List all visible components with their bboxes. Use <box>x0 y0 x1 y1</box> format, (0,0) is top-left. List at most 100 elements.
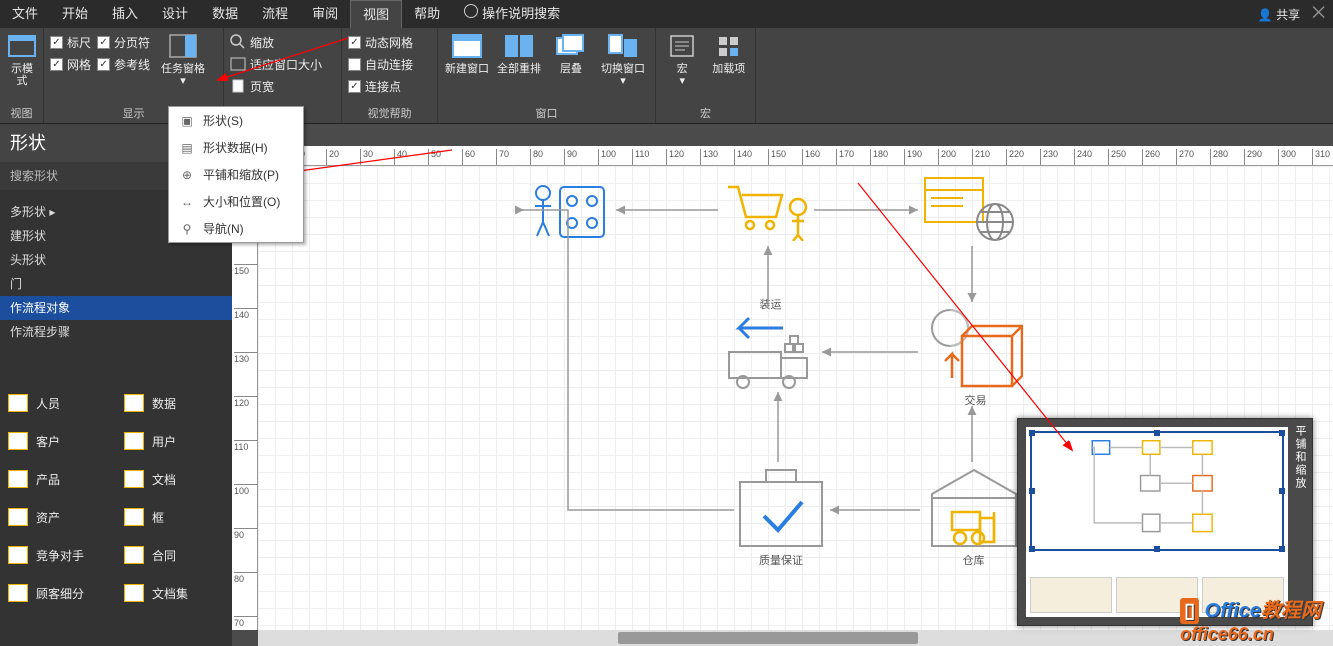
switch-window-button[interactable]: 切换窗口▾ <box>600 32 646 87</box>
dropdown-shapedata[interactable]: ▤形状数据(H) <box>169 134 303 161</box>
page-width-button[interactable]: 页宽 <box>230 76 322 96</box>
taskpane-dropdown: ▣形状(S) ▤形状数据(H) ⊕平铺和缩放(P) ↔大小和位置(O) ⚲导航(… <box>168 106 304 243</box>
group-window: 新建窗口 全部重排 层叠 切换窗口▾ 窗口 <box>438 28 656 123</box>
shape-contract[interactable]: 合同 <box>116 536 232 574</box>
group-views: 示模式 视图 <box>0 28 44 123</box>
contract-icon <box>124 546 144 564</box>
document-icon <box>124 470 144 488</box>
stencil-item[interactable]: 作流程步骤 <box>0 320 232 344</box>
arrange-all-button[interactable]: 全部重排 <box>496 32 542 75</box>
shape-user[interactable]: 用户 <box>116 422 232 460</box>
group-window-label: 窗口 <box>444 103 649 121</box>
data-icon: ▤ <box>179 140 195 156</box>
dropdown-panzoom[interactable]: ⊕平铺和缩放(P) <box>169 161 303 188</box>
person-icon <box>8 394 28 412</box>
sizepos-icon: ↔ <box>179 194 195 210</box>
cascade-button[interactable]: 层叠 <box>548 32 594 75</box>
collapse-ribbon-icon[interactable]: ⨉ <box>1312 5 1325 23</box>
shape-customer[interactable]: 客户 <box>0 422 116 460</box>
tab-view[interactable]: 视图 <box>350 0 402 28</box>
tellme-label: 操作说明搜索 <box>482 6 560 21</box>
custseg-icon <box>8 584 28 602</box>
panzoom-mini-diagram <box>1032 433 1282 549</box>
shape-custseg[interactable]: 顾客细分 <box>0 574 116 612</box>
fit-window-button[interactable]: 适应窗口大小 <box>230 54 322 74</box>
chk-grid[interactable]: ✓网格 <box>50 54 91 74</box>
diagram-cart[interactable] <box>726 181 816 241</box>
panzoom-preview[interactable] <box>1026 427 1288 617</box>
warehouse-label: 仓库 <box>926 552 1021 568</box>
menu-tabbar: 文件 开始 插入 设计 数据 流程 审阅 视图 帮助 操作说明搜索 👤 共享 ⨉ <box>0 0 1333 28</box>
diagram-website[interactable] <box>923 176 1018 244</box>
shape-frame[interactable]: 框 <box>116 498 232 536</box>
presentation-mode-button[interactable]: 示模式 <box>6 32 38 87</box>
panzoom-icon: ⊕ <box>179 167 195 183</box>
chk-autoconnect[interactable]: 自动连接 <box>348 54 413 74</box>
new-window-button[interactable]: 新建窗口 <box>444 32 490 75</box>
tab-file[interactable]: 文件 <box>0 0 50 28</box>
stencil-item[interactable]: 门 <box>0 272 232 296</box>
chk-pagebreak[interactable]: ✓分页符 <box>97 32 150 52</box>
shipping-label: 装运 <box>723 296 818 312</box>
chk-ruler[interactable]: ✓标尺 <box>50 32 91 52</box>
shape-docset[interactable]: 文档集 <box>116 574 232 612</box>
customer-icon <box>8 432 28 450</box>
chk-dyngrid[interactable]: ✓动态网格 <box>348 32 413 52</box>
horizontal-ruler: 0102030405060708090100110120130140150160… <box>258 146 1333 166</box>
asset-icon <box>8 508 28 526</box>
data-shape-icon <box>124 394 144 412</box>
chk-connpoint[interactable]: ✓连接点 <box>348 76 413 96</box>
tab-insert[interactable]: 插入 <box>100 0 150 28</box>
nav-icon: ⚲ <box>179 221 195 237</box>
diagram-shipping[interactable]: 装运 <box>723 314 818 404</box>
shape-competitor[interactable]: 竞争对手 <box>0 536 116 574</box>
bulb-icon <box>464 4 478 18</box>
shape-asset[interactable]: 资产 <box>0 498 116 536</box>
transaction-label: 交易 <box>928 392 1023 408</box>
addins-button[interactable]: 加载项 <box>709 32 750 75</box>
zoom-button[interactable]: 缩放 <box>230 32 322 52</box>
dropdown-sizepos[interactable]: ↔大小和位置(O) <box>169 188 303 215</box>
qa-label: 质量保证 <box>736 552 826 568</box>
tab-review[interactable]: 审阅 <box>300 0 350 28</box>
diagram-customers[interactable] <box>528 181 608 241</box>
diagram-qa[interactable]: 质量保证 <box>736 464 826 564</box>
scrollbar-thumb[interactable] <box>618 632 918 644</box>
tab-process[interactable]: 流程 <box>250 0 300 28</box>
shape-data[interactable]: 数据 <box>116 384 232 422</box>
tab-tellme[interactable]: 操作说明搜索 <box>452 0 572 28</box>
tab-data[interactable]: 数据 <box>200 0 250 28</box>
stencil-item-selected[interactable]: 作流程对象 <box>0 296 232 320</box>
competitor-icon <box>8 546 28 564</box>
product-icon <box>8 470 28 488</box>
group-macro-label: 宏 <box>662 103 749 121</box>
shape-document[interactable]: 文档 <box>116 460 232 498</box>
frame-icon <box>124 508 144 526</box>
diagram-warehouse[interactable]: 仓库 <box>926 464 1021 564</box>
page-thumb[interactable] <box>1030 577 1112 613</box>
group-visualhelp-label: 视觉帮助 <box>348 103 431 121</box>
docset-icon <box>124 584 144 602</box>
group-macro: 宏▾ 加载项 宏 <box>656 28 756 123</box>
shape-gallery: 人员 数据 客户 用户 产品 文档 资产 框 竞争对手 合同 顾客细分 文档集 <box>0 384 232 612</box>
macro-button[interactable]: 宏▾ <box>662 32 703 87</box>
horizontal-scrollbar[interactable] <box>258 630 1333 646</box>
group-views-label: 视图 <box>6 103 37 121</box>
user-icon <box>124 432 144 450</box>
watermark: ▯ Office教程网 office66.cn <box>1180 594 1321 646</box>
share-button[interactable]: 👤 共享 <box>1258 6 1300 23</box>
stencil-item[interactable]: 头形状 <box>0 248 232 272</box>
panzoom-viewport[interactable] <box>1030 431 1284 551</box>
taskpane-button[interactable]: 任务窗格▾ <box>160 32 206 87</box>
dropdown-nav[interactable]: ⚲导航(N) <box>169 215 303 242</box>
shape-product[interactable]: 产品 <box>0 460 116 498</box>
tab-help[interactable]: 帮助 <box>402 0 452 28</box>
group-visual-help: ✓动态网格 自动连接 ✓连接点 视觉帮助 <box>342 28 438 123</box>
diagram-transaction[interactable]: 交易 <box>928 306 1023 406</box>
tab-design[interactable]: 设计 <box>150 0 200 28</box>
shape-person[interactable]: 人员 <box>0 384 116 422</box>
dropdown-shapes[interactable]: ▣形状(S) <box>169 107 303 134</box>
chk-guides[interactable]: ✓参考线 <box>97 54 150 74</box>
shapes-icon: ▣ <box>179 113 195 129</box>
tab-home[interactable]: 开始 <box>50 0 100 28</box>
